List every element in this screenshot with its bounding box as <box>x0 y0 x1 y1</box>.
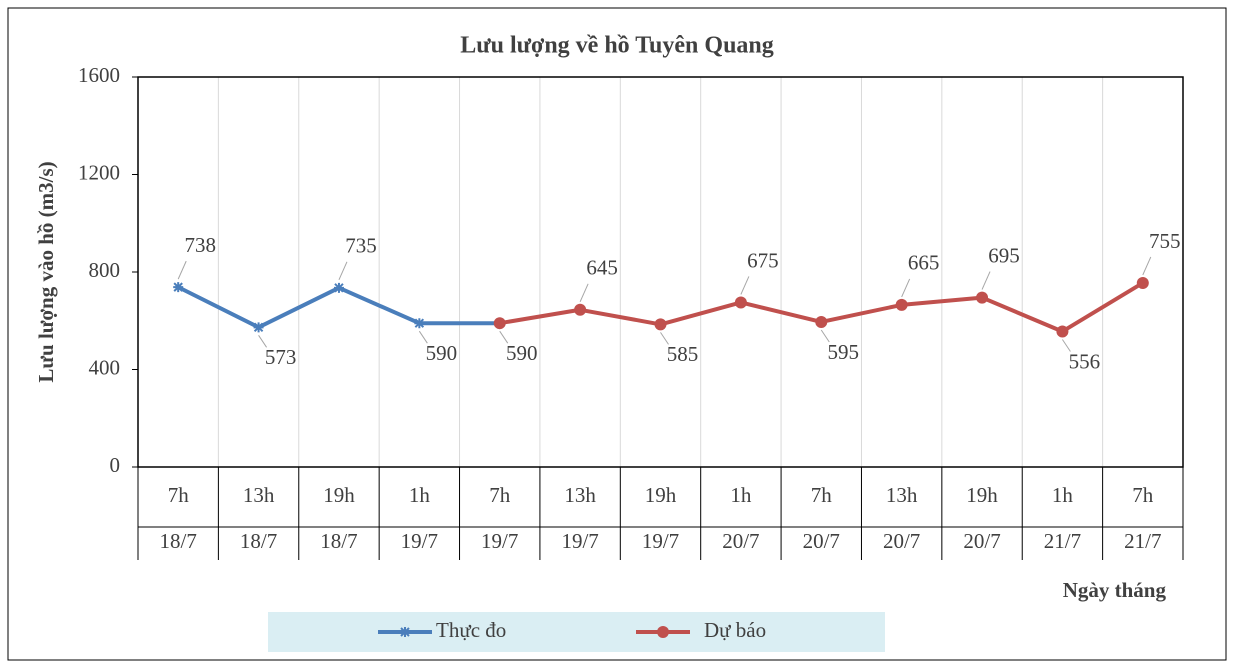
leader-line <box>740 276 750 295</box>
data-label: 645 <box>586 256 618 280</box>
data-label: 556 <box>1069 349 1101 373</box>
plot-border <box>137 76 1184 468</box>
point <box>173 282 184 293</box>
leader-line <box>499 330 509 344</box>
x-tick-label: 7h <box>489 483 511 507</box>
x-tick-label: 19/7 <box>642 529 679 553</box>
x-tick-label: 20/7 <box>963 529 1000 553</box>
y-tick-label: 1200 <box>78 160 120 184</box>
leader-line <box>1142 256 1152 276</box>
x-tick-label: 13h <box>886 483 918 507</box>
leader-line <box>1062 339 1071 352</box>
x-tick-label: 19/7 <box>481 529 518 553</box>
x-tick-label: 19h <box>323 483 355 507</box>
x-tick-label: 20/7 <box>722 529 759 553</box>
point <box>654 318 667 331</box>
x-tick-label: 19h <box>966 483 998 507</box>
data-label: 755 <box>1149 229 1181 253</box>
x-tick-label: 18/7 <box>240 529 277 553</box>
legend-marker <box>400 627 410 637</box>
data-label: 738 <box>184 233 216 257</box>
chart-frame <box>7 7 1227 661</box>
x-tick-label: 1h <box>1052 483 1074 507</box>
data-label: 675 <box>747 248 779 272</box>
data-label: 573 <box>265 345 297 369</box>
leader-line <box>660 332 669 345</box>
point <box>414 318 425 329</box>
x-tick-label: 1h <box>409 483 431 507</box>
y-axis-label: Lưu lượng vào hồ (m3/s) <box>34 161 58 382</box>
point <box>1136 276 1149 289</box>
leader-line <box>579 283 589 302</box>
x-tick-label: 1h <box>730 483 752 507</box>
legend-box <box>268 612 885 652</box>
point <box>253 322 264 333</box>
x-tick-label: 13h <box>564 483 596 507</box>
x-tick-label: 7h <box>1132 483 1154 507</box>
y-tick-label: 0 <box>110 453 121 477</box>
point <box>815 315 828 328</box>
chart-title: Lưu lượng về hồ Tuyên Quang <box>460 33 774 59</box>
x-tick-label: 20/7 <box>883 529 920 553</box>
x-tick-label: 18/7 <box>320 529 357 553</box>
x-axis-label: Ngày tháng <box>1063 578 1167 602</box>
leader-line <box>901 278 911 298</box>
data-label: 590 <box>506 341 538 365</box>
x-tick-label: 18/7 <box>160 529 197 553</box>
point <box>976 291 989 304</box>
x-tick-label: 19/7 <box>561 529 598 553</box>
leader-line <box>177 260 187 280</box>
data-label: 595 <box>828 340 860 364</box>
point <box>734 296 747 309</box>
data-label: 590 <box>426 341 458 365</box>
leader-line <box>258 335 267 348</box>
legend-label: Thực đo <box>436 618 506 642</box>
x-tick-label: 13h <box>243 483 275 507</box>
data-label: 665 <box>908 251 940 275</box>
x-tick-label: 21/7 <box>1044 529 1081 553</box>
x-tick-label: 21/7 <box>1124 529 1161 553</box>
y-tick-label: 400 <box>89 355 121 379</box>
legend-label: Dự báo <box>704 618 766 642</box>
x-tick-label: 7h <box>168 483 190 507</box>
x-tick-label: 19h <box>645 483 677 507</box>
leader-line <box>981 271 991 290</box>
y-tick-label: 1600 <box>78 63 120 87</box>
x-tick-label: 19/7 <box>401 529 438 553</box>
data-label: 585 <box>667 342 699 366</box>
legend-marker <box>657 626 669 638</box>
point <box>895 298 908 311</box>
x-tick-label: 20/7 <box>803 529 840 553</box>
x-tick-label: 7h <box>811 483 833 507</box>
point <box>1056 325 1069 338</box>
point <box>493 317 506 330</box>
leader-line <box>820 329 830 343</box>
point <box>333 282 344 293</box>
point <box>574 303 587 316</box>
data-label: 695 <box>988 243 1020 267</box>
y-tick-label: 800 <box>89 258 121 282</box>
data-label: 735 <box>345 234 377 258</box>
leader-line <box>418 330 428 344</box>
leader-line <box>338 261 348 281</box>
